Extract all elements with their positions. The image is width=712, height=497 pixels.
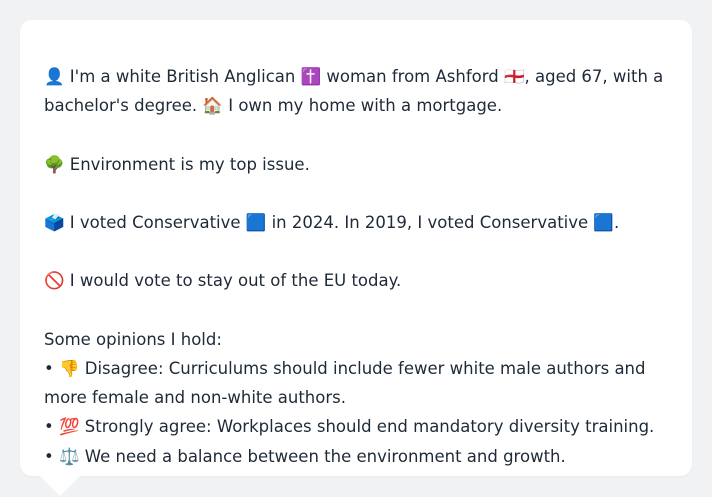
spacer: [44, 120, 668, 149]
opinion-1-line-1: • 👎 Disagree: Curriculums should include…: [44, 358, 646, 378]
eu-stance-line: 🚫 I would vote to stay out of the EU tod…: [44, 271, 402, 291]
opinions-header: Some opinions I hold:: [44, 329, 222, 349]
profile-intro-line-2: bachelor's degree. 🏠 I own my home with …: [44, 96, 503, 116]
spacer: [44, 237, 668, 266]
opinion-1-line-2: more female and non-white authors.: [44, 388, 346, 408]
persona-message-card: 👤 I'm a white British Anglican ✝️ woman …: [20, 20, 692, 476]
profile-intro-line-1: 👤 I'm a white British Anglican ✝️ woman …: [44, 67, 664, 86]
opinion-3: • ⚖️ We need a balance between the envir…: [44, 446, 566, 466]
top-issue-line: 🌳 Environment is my top issue.: [44, 154, 310, 174]
opinion-2: • 💯 Strongly agree: Workplaces should en…: [44, 417, 655, 437]
spacer: [44, 296, 668, 325]
spacer: [44, 179, 668, 208]
voting-history-line: 🗳️ I voted Conservative 🟦 in 2024. In 20…: [44, 212, 620, 232]
speech-bubble-tail: [40, 476, 80, 496]
